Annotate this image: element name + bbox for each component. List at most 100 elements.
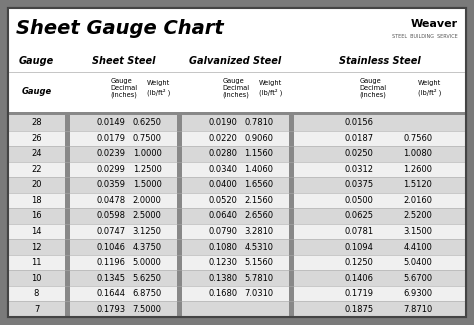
Text: 18: 18 xyxy=(31,196,42,205)
Text: 0.1345: 0.1345 xyxy=(96,274,125,283)
Bar xyxy=(182,224,289,239)
Text: 0.1380: 0.1380 xyxy=(208,274,237,283)
Bar xyxy=(182,162,289,177)
Text: 10: 10 xyxy=(31,274,42,283)
Text: 0.0790: 0.0790 xyxy=(208,227,237,236)
Text: 3.2810: 3.2810 xyxy=(245,227,273,236)
Text: 5.6700: 5.6700 xyxy=(403,274,432,283)
Bar xyxy=(70,177,177,193)
Bar xyxy=(70,131,177,146)
Bar xyxy=(182,239,289,255)
Text: 0.6250: 0.6250 xyxy=(133,118,162,127)
Text: 0.0187: 0.0187 xyxy=(345,134,374,143)
Bar xyxy=(8,193,65,208)
Bar xyxy=(294,208,466,224)
Text: 24: 24 xyxy=(31,150,42,158)
Text: 11: 11 xyxy=(31,258,42,267)
Bar xyxy=(70,208,177,224)
Bar xyxy=(70,255,177,270)
Text: 0.9060: 0.9060 xyxy=(245,134,273,143)
Bar xyxy=(289,50,294,317)
Text: 0.7560: 0.7560 xyxy=(403,134,432,143)
Bar xyxy=(182,255,289,270)
Text: 0.1406: 0.1406 xyxy=(345,274,374,283)
Text: 0.0239: 0.0239 xyxy=(96,150,125,158)
Text: Stainless Steel: Stainless Steel xyxy=(339,56,421,66)
Text: 2.1560: 2.1560 xyxy=(245,196,273,205)
Text: 0.0280: 0.0280 xyxy=(208,150,237,158)
Bar xyxy=(182,286,289,302)
Text: 1.4060: 1.4060 xyxy=(245,165,273,174)
Text: Gauge: Gauge xyxy=(19,56,54,66)
Text: 22: 22 xyxy=(31,165,42,174)
Text: Galvanized Steel: Galvanized Steel xyxy=(190,56,282,66)
Text: 0.0299: 0.0299 xyxy=(96,165,125,174)
Bar xyxy=(294,131,466,146)
Text: Weight
(lb/ft² ): Weight (lb/ft² ) xyxy=(418,81,441,96)
Text: 1.2600: 1.2600 xyxy=(403,165,432,174)
Text: 0.0747: 0.0747 xyxy=(96,227,125,236)
Bar xyxy=(8,146,65,162)
Text: 0.1719: 0.1719 xyxy=(345,289,374,298)
Text: 0.0149: 0.0149 xyxy=(96,118,125,127)
Text: 0.0478: 0.0478 xyxy=(96,196,125,205)
Text: Weaver: Weaver xyxy=(411,19,458,29)
Text: 0.1644: 0.1644 xyxy=(96,289,125,298)
Bar xyxy=(294,177,466,193)
Text: 0.0312: 0.0312 xyxy=(345,165,374,174)
Text: 0.0625: 0.0625 xyxy=(345,212,374,220)
Bar xyxy=(8,224,65,239)
Text: 0.0359: 0.0359 xyxy=(96,180,125,189)
Bar xyxy=(182,208,289,224)
Bar xyxy=(294,193,466,208)
Text: 12: 12 xyxy=(31,242,42,252)
Text: 8: 8 xyxy=(34,289,39,298)
Text: Weight
(lb/ft² ): Weight (lb/ft² ) xyxy=(147,81,171,96)
Bar xyxy=(8,270,65,286)
Bar xyxy=(8,8,466,50)
Text: 2.5200: 2.5200 xyxy=(403,212,432,220)
Bar xyxy=(70,239,177,255)
Text: 0.0190: 0.0190 xyxy=(208,118,237,127)
Bar xyxy=(70,162,177,177)
Bar xyxy=(294,115,466,131)
Bar xyxy=(182,131,289,146)
Bar xyxy=(8,302,65,317)
Text: STEEL  BUILDING  SERVICE: STEEL BUILDING SERVICE xyxy=(392,33,458,38)
Text: 1.1560: 1.1560 xyxy=(245,150,273,158)
Bar xyxy=(8,131,65,146)
Bar xyxy=(8,239,65,255)
Text: 3.1250: 3.1250 xyxy=(133,227,162,236)
Bar xyxy=(294,224,466,239)
Text: 20: 20 xyxy=(31,180,42,189)
Bar xyxy=(294,302,466,317)
Text: 0.1080: 0.1080 xyxy=(208,242,237,252)
Bar xyxy=(8,286,65,302)
Bar xyxy=(182,146,289,162)
Text: 2.5000: 2.5000 xyxy=(133,212,162,220)
Bar xyxy=(294,255,466,270)
Text: 0.1230: 0.1230 xyxy=(208,258,237,267)
Text: 0.0375: 0.0375 xyxy=(345,180,374,189)
Bar xyxy=(70,270,177,286)
Text: 1.5000: 1.5000 xyxy=(133,180,162,189)
Bar xyxy=(8,162,65,177)
Text: 16: 16 xyxy=(31,212,42,220)
Text: 1.0080: 1.0080 xyxy=(403,150,432,158)
Text: 0.0340: 0.0340 xyxy=(208,165,237,174)
Bar xyxy=(294,270,466,286)
Bar xyxy=(8,115,65,131)
Text: 7.8710: 7.8710 xyxy=(403,305,432,314)
Text: 6.9300: 6.9300 xyxy=(403,289,432,298)
Bar xyxy=(8,48,466,52)
Bar xyxy=(182,177,289,193)
Text: 0.0220: 0.0220 xyxy=(208,134,237,143)
Text: 4.3750: 4.3750 xyxy=(132,242,162,252)
Text: 5.6250: 5.6250 xyxy=(133,274,162,283)
Text: Weight
(lb/ft² ): Weight (lb/ft² ) xyxy=(259,81,283,96)
Text: 4.5310: 4.5310 xyxy=(245,242,273,252)
Text: 0.1046: 0.1046 xyxy=(96,242,125,252)
Text: 5.1560: 5.1560 xyxy=(245,258,273,267)
Bar xyxy=(182,270,289,286)
Bar xyxy=(8,208,65,224)
